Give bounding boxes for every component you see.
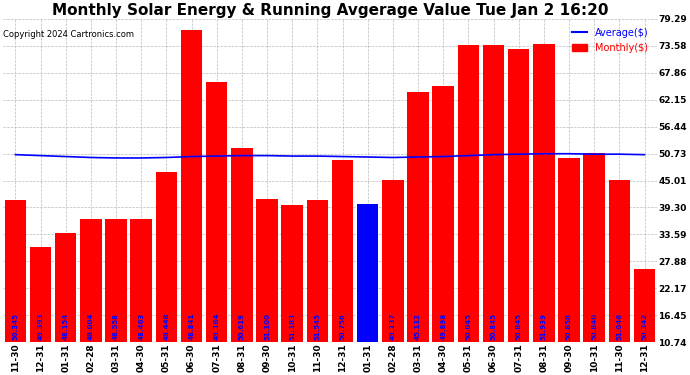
Bar [382, 180, 404, 375]
Text: 50.045: 50.045 [465, 313, 471, 340]
Text: 50.845: 50.845 [515, 313, 522, 340]
Text: 49.184: 49.184 [214, 312, 219, 340]
Bar [130, 219, 152, 375]
Bar [433, 86, 454, 375]
Bar [332, 160, 353, 375]
Text: 48.004: 48.004 [88, 312, 94, 340]
Bar [30, 247, 51, 375]
Text: 48.448: 48.448 [164, 312, 169, 340]
Bar [181, 30, 202, 375]
Bar [609, 180, 630, 375]
Bar [634, 268, 656, 375]
Text: 50.756: 50.756 [339, 313, 346, 340]
Bar [231, 148, 253, 375]
Bar [558, 158, 580, 375]
Bar [156, 172, 177, 375]
Text: 51.545: 51.545 [315, 313, 320, 340]
Bar [206, 82, 228, 375]
Text: 51.183: 51.183 [289, 313, 295, 340]
Text: 49.296: 49.296 [365, 313, 371, 340]
Bar [483, 45, 504, 375]
Bar [282, 205, 303, 375]
Text: Copyright 2024 Cartronics.com: Copyright 2024 Cartronics.com [3, 30, 134, 39]
Bar [256, 199, 277, 375]
Title: Monthly Solar Energy & Running Avgerage Value Tue Jan 2 16:20: Monthly Solar Energy & Running Avgerage … [52, 3, 608, 18]
Text: 51.046: 51.046 [616, 313, 622, 340]
Text: 51.100: 51.100 [264, 313, 270, 340]
Bar [106, 219, 127, 375]
Text: 48.841: 48.841 [188, 312, 195, 340]
Bar [55, 233, 77, 375]
Text: 50.342: 50.342 [642, 313, 647, 340]
Text: 51.939: 51.939 [541, 313, 547, 340]
Text: 45.132: 45.132 [415, 313, 421, 340]
Bar [584, 153, 605, 375]
Text: 49.137: 49.137 [390, 312, 396, 340]
Bar [508, 50, 529, 375]
Text: 49.898: 49.898 [440, 312, 446, 340]
Bar [357, 204, 378, 375]
Text: 50.840: 50.840 [591, 313, 597, 340]
Bar [457, 45, 479, 375]
Bar [5, 200, 26, 375]
Text: 48.154: 48.154 [63, 312, 69, 340]
Text: 50.619: 50.619 [239, 313, 245, 340]
Legend: Average($), Monthly($): Average($), Monthly($) [569, 24, 652, 57]
Bar [306, 200, 328, 375]
Bar [407, 92, 428, 375]
Text: 48.558: 48.558 [113, 313, 119, 340]
Text: 50.845: 50.845 [491, 313, 497, 340]
Text: 50.858: 50.858 [566, 313, 572, 340]
Text: 48.463: 48.463 [138, 312, 144, 340]
Text: 50.345: 50.345 [12, 313, 19, 340]
Bar [533, 44, 555, 375]
Text: 49.393: 49.393 [37, 312, 43, 340]
Bar [80, 219, 101, 375]
